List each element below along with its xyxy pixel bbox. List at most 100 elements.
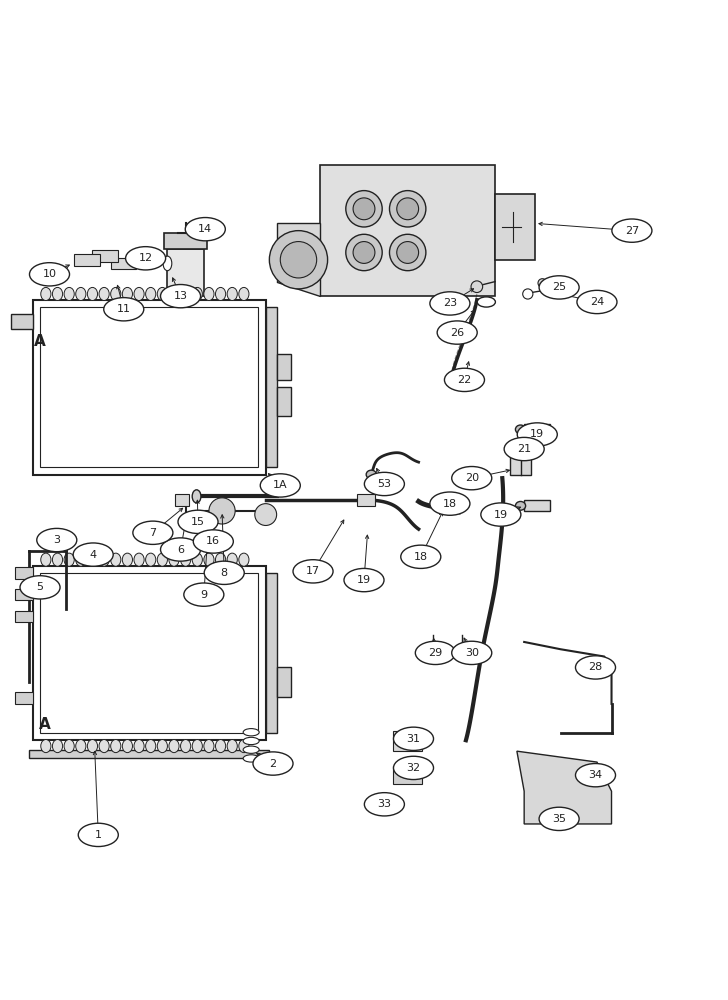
Text: 20: 20 bbox=[464, 473, 479, 483]
Text: 18: 18 bbox=[414, 552, 428, 562]
Bar bbox=[33, 300, 266, 475]
Text: 15: 15 bbox=[191, 517, 205, 527]
Ellipse shape bbox=[76, 287, 86, 301]
Ellipse shape bbox=[215, 740, 226, 753]
Ellipse shape bbox=[126, 247, 166, 270]
Bar bbox=[15, 567, 33, 579]
Ellipse shape bbox=[146, 740, 156, 753]
Ellipse shape bbox=[161, 538, 200, 561]
Text: A: A bbox=[34, 334, 46, 349]
Ellipse shape bbox=[451, 641, 491, 665]
Ellipse shape bbox=[64, 553, 74, 566]
Bar bbox=[74, 254, 100, 266]
Ellipse shape bbox=[539, 807, 579, 831]
Text: 35: 35 bbox=[552, 814, 566, 824]
Ellipse shape bbox=[163, 256, 172, 271]
Ellipse shape bbox=[243, 746, 259, 753]
Ellipse shape bbox=[612, 219, 652, 242]
Ellipse shape bbox=[169, 740, 179, 753]
Ellipse shape bbox=[365, 793, 405, 816]
Ellipse shape bbox=[480, 503, 521, 526]
Ellipse shape bbox=[178, 510, 218, 533]
Ellipse shape bbox=[344, 568, 384, 592]
Ellipse shape bbox=[111, 553, 121, 566]
Ellipse shape bbox=[193, 530, 233, 553]
Bar bbox=[33, 566, 266, 740]
Ellipse shape bbox=[181, 287, 191, 301]
Ellipse shape bbox=[134, 287, 144, 301]
Ellipse shape bbox=[204, 561, 244, 584]
Ellipse shape bbox=[181, 553, 191, 566]
Text: 21: 21 bbox=[517, 444, 531, 454]
Text: 18: 18 bbox=[443, 499, 457, 509]
Ellipse shape bbox=[539, 276, 579, 299]
Ellipse shape bbox=[99, 740, 109, 753]
Ellipse shape bbox=[204, 287, 214, 301]
Ellipse shape bbox=[99, 287, 109, 301]
Text: 30: 30 bbox=[464, 648, 479, 658]
Circle shape bbox=[255, 504, 277, 525]
Ellipse shape bbox=[504, 437, 544, 461]
Circle shape bbox=[269, 231, 328, 289]
Ellipse shape bbox=[52, 553, 63, 566]
Circle shape bbox=[397, 198, 419, 220]
Bar bbox=[524, 424, 550, 434]
Circle shape bbox=[397, 242, 419, 263]
Bar bbox=[40, 307, 258, 467]
Bar bbox=[357, 494, 375, 506]
Ellipse shape bbox=[192, 553, 202, 566]
Ellipse shape bbox=[227, 740, 237, 753]
Text: 16: 16 bbox=[206, 536, 221, 546]
Ellipse shape bbox=[415, 641, 456, 665]
Text: 34: 34 bbox=[588, 770, 603, 780]
Ellipse shape bbox=[111, 740, 121, 753]
Bar bbox=[15, 611, 33, 622]
Circle shape bbox=[369, 796, 381, 808]
Ellipse shape bbox=[243, 755, 259, 762]
Circle shape bbox=[209, 498, 235, 524]
Circle shape bbox=[353, 242, 375, 263]
Bar bbox=[393, 766, 422, 784]
Ellipse shape bbox=[215, 287, 226, 301]
Polygon shape bbox=[277, 223, 320, 296]
Bar bbox=[167, 249, 204, 296]
Text: 13: 13 bbox=[173, 291, 188, 301]
Text: 19: 19 bbox=[357, 575, 371, 585]
Ellipse shape bbox=[293, 560, 333, 583]
Text: 2: 2 bbox=[269, 759, 277, 769]
Bar bbox=[92, 250, 118, 262]
Bar bbox=[40, 573, 258, 733]
Text: 22: 22 bbox=[457, 375, 472, 385]
Ellipse shape bbox=[192, 287, 202, 301]
Ellipse shape bbox=[451, 467, 491, 490]
Ellipse shape bbox=[134, 740, 144, 753]
Ellipse shape bbox=[41, 287, 51, 301]
Ellipse shape bbox=[393, 727, 433, 750]
Ellipse shape bbox=[30, 263, 70, 286]
Text: 17: 17 bbox=[306, 566, 320, 576]
Ellipse shape bbox=[575, 656, 615, 679]
Text: 12: 12 bbox=[138, 253, 153, 263]
Text: A: A bbox=[39, 717, 51, 732]
Circle shape bbox=[428, 648, 438, 658]
Bar bbox=[510, 445, 531, 475]
Text: 5: 5 bbox=[36, 582, 44, 592]
Ellipse shape bbox=[64, 740, 74, 753]
Circle shape bbox=[346, 234, 382, 271]
Circle shape bbox=[353, 198, 375, 220]
Text: 28: 28 bbox=[588, 662, 603, 672]
Text: 11: 11 bbox=[116, 304, 131, 314]
Circle shape bbox=[523, 289, 533, 299]
Ellipse shape bbox=[41, 740, 51, 753]
Ellipse shape bbox=[73, 543, 113, 566]
Ellipse shape bbox=[437, 321, 478, 344]
Polygon shape bbox=[517, 751, 612, 824]
Ellipse shape bbox=[253, 752, 293, 775]
Text: 9: 9 bbox=[200, 590, 207, 600]
Bar bbox=[277, 387, 291, 416]
Bar bbox=[15, 692, 33, 704]
Ellipse shape bbox=[111, 287, 121, 301]
Ellipse shape bbox=[261, 474, 300, 497]
Ellipse shape bbox=[183, 583, 223, 606]
Bar bbox=[524, 500, 550, 511]
